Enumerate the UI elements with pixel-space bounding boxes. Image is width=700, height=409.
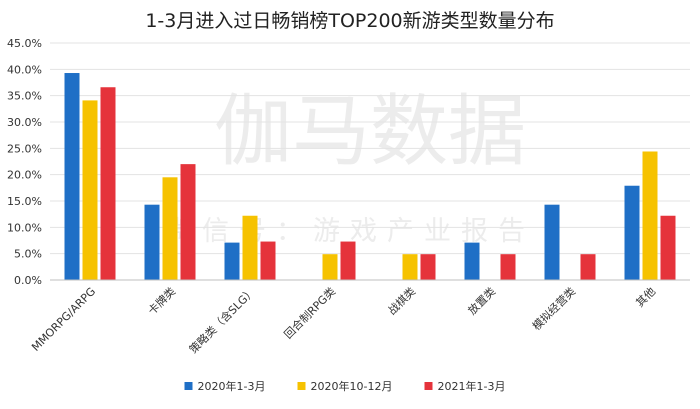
x-tick-label: 卡牌类 xyxy=(145,284,178,317)
x-tick-label: 回合制RPG类 xyxy=(281,284,338,341)
legend-swatch xyxy=(184,382,193,390)
bar xyxy=(144,204,160,280)
bar xyxy=(82,100,98,280)
bar xyxy=(500,254,516,280)
bar xyxy=(340,241,356,280)
x-axis: MMORPG/ARPG 卡牌类 策略类（含SLG） 回合制RPG类 战棋类 放置类 模拟经营… xyxy=(29,284,658,356)
bar xyxy=(464,242,480,280)
x-tick-label: 其他 xyxy=(633,285,658,310)
bar xyxy=(642,151,658,280)
bar xyxy=(224,242,240,280)
y-tick-label: 25.0% xyxy=(7,142,42,155)
x-tick-label: 放置类 xyxy=(465,284,498,317)
bar xyxy=(162,177,178,280)
legend: 2020年1-3月 2020年10-12月 2021年1-3月 xyxy=(184,379,506,393)
x-tick-label: 模拟经营类 xyxy=(529,284,578,333)
bar xyxy=(420,254,436,280)
y-tick-label: 45.0% xyxy=(7,37,42,50)
bar xyxy=(580,254,596,280)
x-tick-label: 策略类（含SLG） xyxy=(186,284,258,356)
legend-label: 2021年1-3月 xyxy=(438,379,506,393)
y-axis: 0.0% 5.0% 10.0% 15.0% 20.0% 25.0% 30.0% 35.0% 40… xyxy=(7,37,42,287)
bar xyxy=(100,87,116,281)
legend-label: 2020年10-12月 xyxy=(311,379,393,393)
y-tick-label: 20.0% xyxy=(7,169,42,182)
legend-label: 2020年1-3月 xyxy=(198,379,266,393)
legend-swatch xyxy=(424,382,433,390)
legend-swatch xyxy=(297,382,306,390)
bar xyxy=(660,215,676,280)
bar xyxy=(322,254,338,280)
bar xyxy=(260,241,276,280)
y-tick-label: 30.0% xyxy=(7,116,42,129)
bar xyxy=(624,185,640,280)
y-tick-label: 40.0% xyxy=(7,63,42,76)
y-tick-label: 0.0% xyxy=(14,274,42,287)
bar xyxy=(180,164,196,280)
chart-title: 1-3月进入过日畅销榜TOP200新游类型数量分布 xyxy=(145,10,554,32)
x-tick-label: MMORPG/ARPG xyxy=(29,285,98,354)
y-tick-label: 5.0% xyxy=(14,248,42,261)
watermark: 伽马数据 微信号：游戏产业报告 xyxy=(165,87,526,247)
y-tick-label: 35.0% xyxy=(7,90,42,103)
y-tick-label: 15.0% xyxy=(7,195,42,208)
watermark-main: 伽马数据 xyxy=(214,87,526,177)
bars xyxy=(64,73,676,281)
bar xyxy=(544,204,560,280)
x-tick-label: 战棋类 xyxy=(385,284,418,317)
bar xyxy=(242,215,258,280)
bar xyxy=(64,73,80,281)
y-tick-label: 10.0% xyxy=(7,221,42,234)
bar xyxy=(402,254,418,280)
